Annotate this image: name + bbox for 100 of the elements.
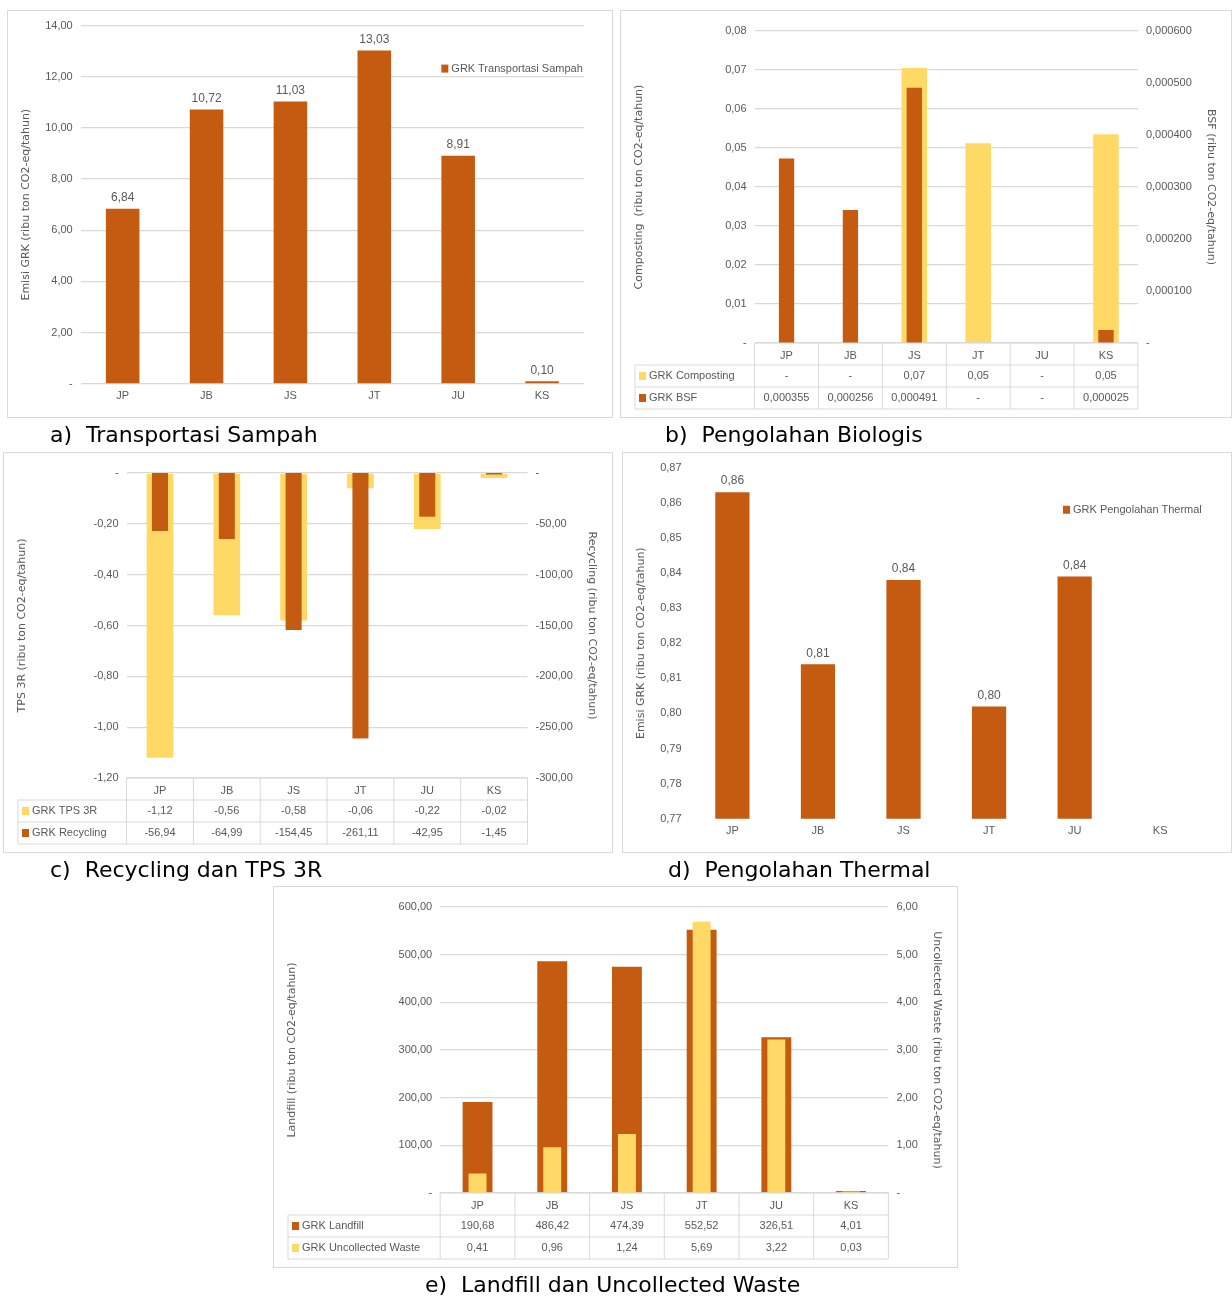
text: - — [848, 369, 853, 382]
y2-tick-label: 0,000600 — [1145, 24, 1192, 37]
data-label: 0,05 — [967, 369, 989, 382]
data-label: 0,000256 — [827, 391, 874, 404]
y-tick-label: -0,60 — [93, 618, 119, 631]
y-axis-title: Composting (ribu ton CO2-eq/tahun) — [632, 84, 646, 290]
y-tick-label: -0,20 — [93, 516, 119, 529]
y-tick-label: -1,20 — [93, 771, 119, 784]
data-label: -42,95 — [411, 826, 443, 839]
text: d) Pengolahan Thermal — [668, 857, 931, 882]
y-axis-title: Landfill (ribu ton CO2-eq/tahun) — [285, 962, 299, 1138]
data-label: 0,10 — [530, 362, 555, 377]
y-tick-label: - — [742, 336, 747, 349]
y-tick-label: 0,85 — [660, 530, 682, 543]
data-label: -0,22 — [414, 804, 440, 817]
x-tick-label: JS — [620, 1198, 634, 1211]
y-tick-label: 100,00 — [398, 1138, 433, 1151]
y-tick-label: 14,00 — [45, 18, 73, 31]
y-tick-label: 8,00 — [51, 172, 73, 185]
data-label: 552,52 — [684, 1219, 719, 1232]
x-tick-label: JS — [897, 824, 910, 837]
data-label: 8,91 — [446, 137, 471, 152]
y-tick-label: - — [69, 376, 74, 389]
y2-tick-label: 0,000400 — [1145, 128, 1192, 141]
data-label: 0,000355 — [763, 391, 810, 404]
data-label: 3,22 — [765, 1241, 788, 1254]
y2-tick-label: 3,00 — [896, 1043, 918, 1056]
legend-label: GRK TPS 3R — [32, 804, 98, 817]
data-label: -0,02 — [481, 804, 507, 817]
y2-tick-label: 0,000100 — [1145, 284, 1192, 297]
y-tick-label: 6,00 — [51, 223, 73, 236]
y-tick-label: 200,00 — [398, 1090, 433, 1103]
text: - — [1040, 369, 1044, 382]
y-tick-label: - — [114, 466, 119, 479]
x-tick-label: JU — [451, 389, 465, 402]
y-axis-title: Emisi GRK (ribu ton CO2-eq/tahun) — [19, 108, 33, 301]
data-label: -64,99 — [211, 826, 243, 839]
data-label: 0,03 — [840, 1241, 862, 1254]
data-label: 0,41 — [466, 1241, 489, 1254]
y2-tick-label: -200,00 — [535, 669, 573, 682]
y-tick-label: 600,00 — [398, 900, 433, 913]
legend-label: GRK Recycling — [32, 826, 107, 839]
x-tick-label: JS — [287, 783, 301, 796]
x-tick-label: JT — [972, 348, 985, 361]
x-tick-label: JB — [811, 824, 825, 837]
data-label: 474,39 — [610, 1219, 644, 1232]
x-tick-label: JB — [844, 348, 857, 361]
y2-tick-label: 6,00 — [896, 900, 918, 913]
y2-tick-label: 1,00 — [896, 1138, 918, 1151]
data-label: 11,03 — [275, 82, 306, 97]
data-label: 190,68 — [460, 1219, 495, 1232]
data-label: 5,69 — [690, 1241, 713, 1254]
y-tick-label: 300,00 — [398, 1043, 433, 1056]
x-tick-label: JS — [284, 389, 297, 402]
y2-axis-title: Uncollected Waste (ribu ton CO2-eq/tahun) — [930, 931, 944, 1169]
text: b) Pengolahan Biologis — [665, 422, 923, 447]
data-label: 0,000025 — [1083, 391, 1129, 404]
data-label: 10,72 — [191, 90, 222, 105]
x-tick-label: JT — [695, 1198, 709, 1211]
data-label: 486,42 — [535, 1219, 570, 1232]
text: c) Recycling dan TPS 3R — [50, 857, 323, 882]
y-axis-title: TPS 3R (ribu ton CO2-eq/tahun) — [15, 538, 29, 714]
y-tick-label: 0,07 — [725, 63, 747, 76]
data-label: 13,03 — [359, 31, 390, 46]
x-tick-label: JU — [769, 1198, 784, 1211]
x-tick-label: JU — [1035, 348, 1049, 361]
y-tick-label: 0,79 — [660, 741, 682, 754]
y-tick-label: 0,82 — [660, 636, 682, 649]
y-tick-label: 0,83 — [660, 601, 682, 614]
data-label: 0,05 — [1095, 369, 1117, 382]
x-tick-label: JP — [116, 389, 130, 402]
y2-tick-label: 0,000200 — [1145, 232, 1192, 245]
y-tick-label: 0,80 — [660, 706, 682, 719]
x-tick-label: KS — [1098, 348, 1114, 361]
data-label: 0,000491 — [891, 391, 938, 404]
y2-tick-label: 4,00 — [896, 995, 918, 1008]
data-label: -0,58 — [281, 804, 307, 817]
y-tick-label: 0,87 — [660, 460, 682, 473]
y2-tick-label: - — [896, 1186, 901, 1199]
x-tick-label: KS — [843, 1198, 859, 1211]
data-label: 6,84 — [110, 190, 135, 205]
x-tick-label: JT — [354, 783, 367, 796]
y2-tick-label: 0,000500 — [1145, 76, 1192, 89]
x-tick-label: JU — [420, 783, 435, 796]
text: e) Landfill dan Uncollected Waste — [425, 1272, 801, 1297]
text: - — [784, 369, 789, 382]
data-label: 0,80 — [977, 687, 1002, 702]
x-tick-label: KS — [1152, 824, 1168, 837]
y-tick-label: 0,05 — [725, 141, 747, 154]
data-label: 326,51 — [759, 1219, 794, 1232]
data-label: 0,07 — [903, 369, 926, 382]
y-axis-title: Emisi GRK (ribu ton CO2-eq/tahun) — [634, 547, 648, 740]
y-tick-label: 0,08 — [725, 24, 747, 37]
data-label: 4,01 — [840, 1219, 862, 1232]
data-label: -1,12 — [147, 804, 173, 817]
y2-tick-label: 5,00 — [896, 947, 918, 960]
data-label: 0,84 — [891, 561, 916, 576]
data-label: -0,06 — [347, 804, 373, 817]
y2-tick-label: -100,00 — [535, 567, 573, 580]
x-tick-label: KS — [486, 783, 502, 796]
